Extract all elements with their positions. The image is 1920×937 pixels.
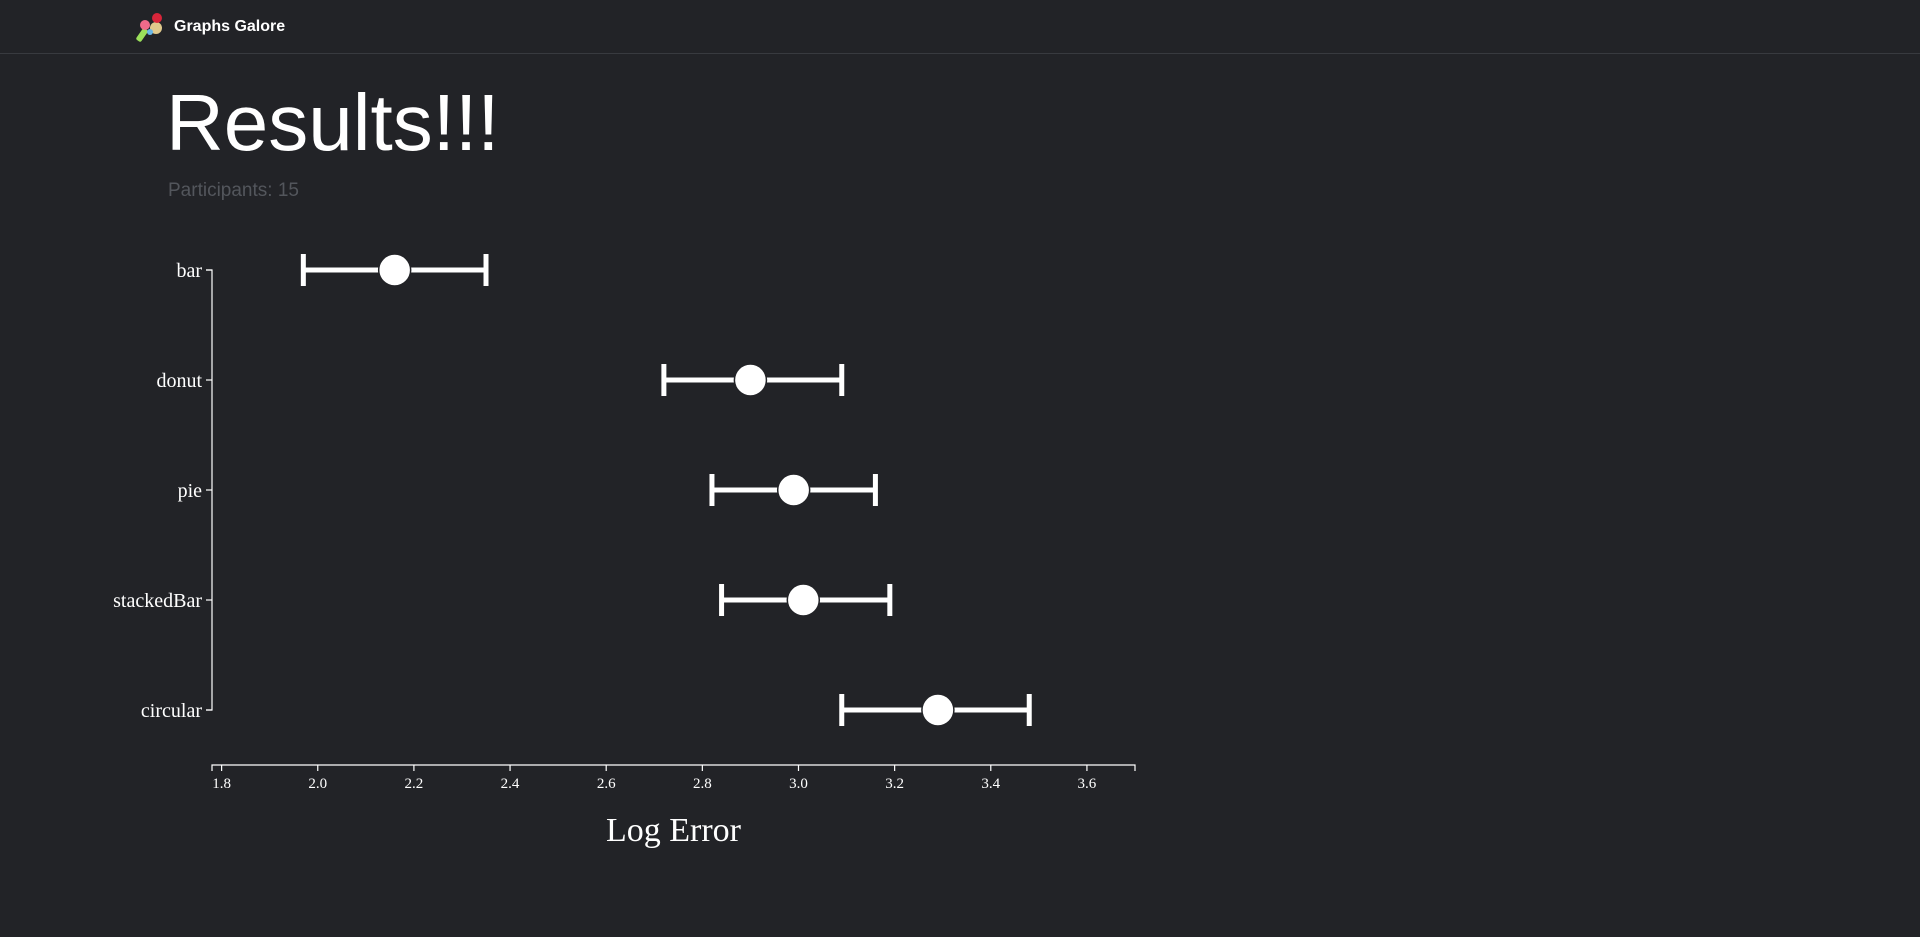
x-axis-line xyxy=(211,764,1136,771)
x-tick-label: 3.0 xyxy=(789,776,808,792)
y-tick-label-stackedBar: stackedBar xyxy=(113,590,202,612)
x-tick-label: 1.8 xyxy=(212,776,231,792)
y-tick-label-donut: donut xyxy=(156,370,202,392)
mean-point-circular xyxy=(921,693,955,727)
x-tick-label: 2.8 xyxy=(693,776,712,792)
page-title: Results!!! xyxy=(166,78,500,167)
participants-count: Participants: 15 xyxy=(168,180,299,201)
mean-point-stackedBar xyxy=(786,583,821,617)
mean-point-bar xyxy=(377,253,412,287)
y-tick-label-pie: pie xyxy=(178,480,203,502)
x-tick-label: 2.6 xyxy=(597,776,616,792)
x-axis-label: Log Error xyxy=(606,812,742,849)
x-tick-label: 3.4 xyxy=(981,776,1000,792)
brand-name: Graphs Galore xyxy=(174,18,286,35)
navbar: Graphs Galore xyxy=(0,0,1920,54)
y-tick-label-bar: bar xyxy=(176,260,202,282)
x-tick-label: 2.0 xyxy=(308,776,327,792)
brand-link[interactable]: Graphs Galore xyxy=(136,12,285,42)
x-tick-label: 3.6 xyxy=(1078,776,1097,792)
colorful-charts-logo-icon xyxy=(136,13,162,42)
x-tick-label: 3.2 xyxy=(885,776,904,792)
mean-point-donut xyxy=(733,363,768,397)
x-tick-label: 2.2 xyxy=(405,776,424,792)
x-tick-label: 2.4 xyxy=(501,776,520,792)
y-tick-label-circular: circular xyxy=(141,700,202,722)
mean-point-pie xyxy=(776,473,811,507)
